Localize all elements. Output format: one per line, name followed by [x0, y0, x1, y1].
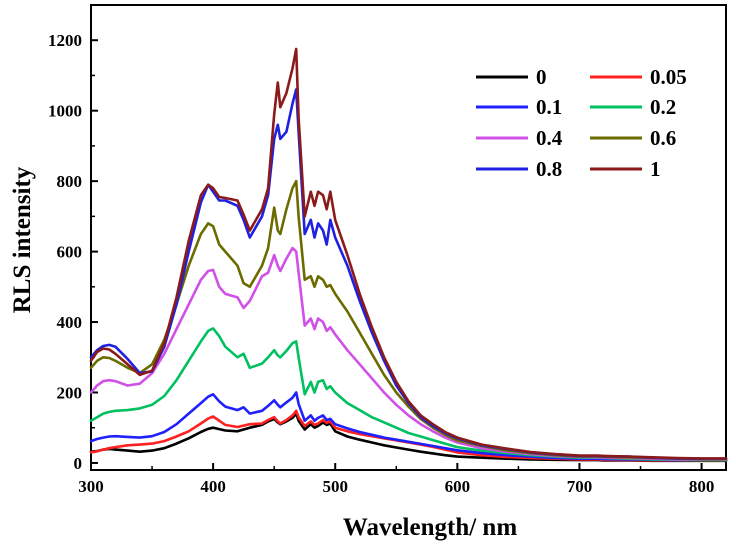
legend-label: 0.2 [650, 95, 676, 119]
x-tick-label: 600 [445, 477, 471, 496]
y-tick-label: 1000 [48, 102, 82, 121]
legend-label: 0.05 [650, 65, 687, 89]
x-tick-label: 500 [322, 477, 348, 496]
series-line-0 [89, 412, 728, 463]
y-tick-label: 400 [57, 313, 83, 332]
x-axis-title: Wavelength/ nm [343, 514, 517, 541]
y-tick-label: 1200 [48, 31, 82, 50]
series-line-0_05 [89, 409, 728, 462]
y-tick-label: 800 [57, 172, 83, 191]
x-tick-label: 800 [689, 477, 715, 496]
legend-label: 1 [650, 157, 661, 181]
plot-frame [90, 4, 727, 471]
legend-label: 0.1 [536, 95, 562, 119]
x-tick-label: 700 [567, 477, 593, 496]
y-tick-label: 200 [57, 384, 83, 403]
legend-label: 0.4 [536, 126, 563, 150]
x-tick-label: 300 [78, 477, 104, 496]
y-axis-title: RLS intensity [9, 166, 36, 313]
series-lines [89, 47, 728, 463]
y-tick-label: 0 [74, 454, 83, 473]
series-line-0_1 [89, 391, 728, 462]
x-tick-label: 400 [200, 477, 226, 496]
series-line-0_4 [89, 246, 728, 461]
legend-label: 0.6 [650, 126, 676, 150]
tick-labels: 300 400 500 600 700 800 0 200 400 600 800 1000 1200 [48, 31, 714, 496]
legend: 0 0.05 0.1 0.2 0.4 0.6 0.8 1 [476, 65, 687, 181]
legend-label: 0.8 [536, 157, 562, 181]
legend-label: 0 [536, 65, 547, 89]
series-line-1 [89, 47, 728, 460]
y-tick-label: 600 [57, 243, 83, 262]
